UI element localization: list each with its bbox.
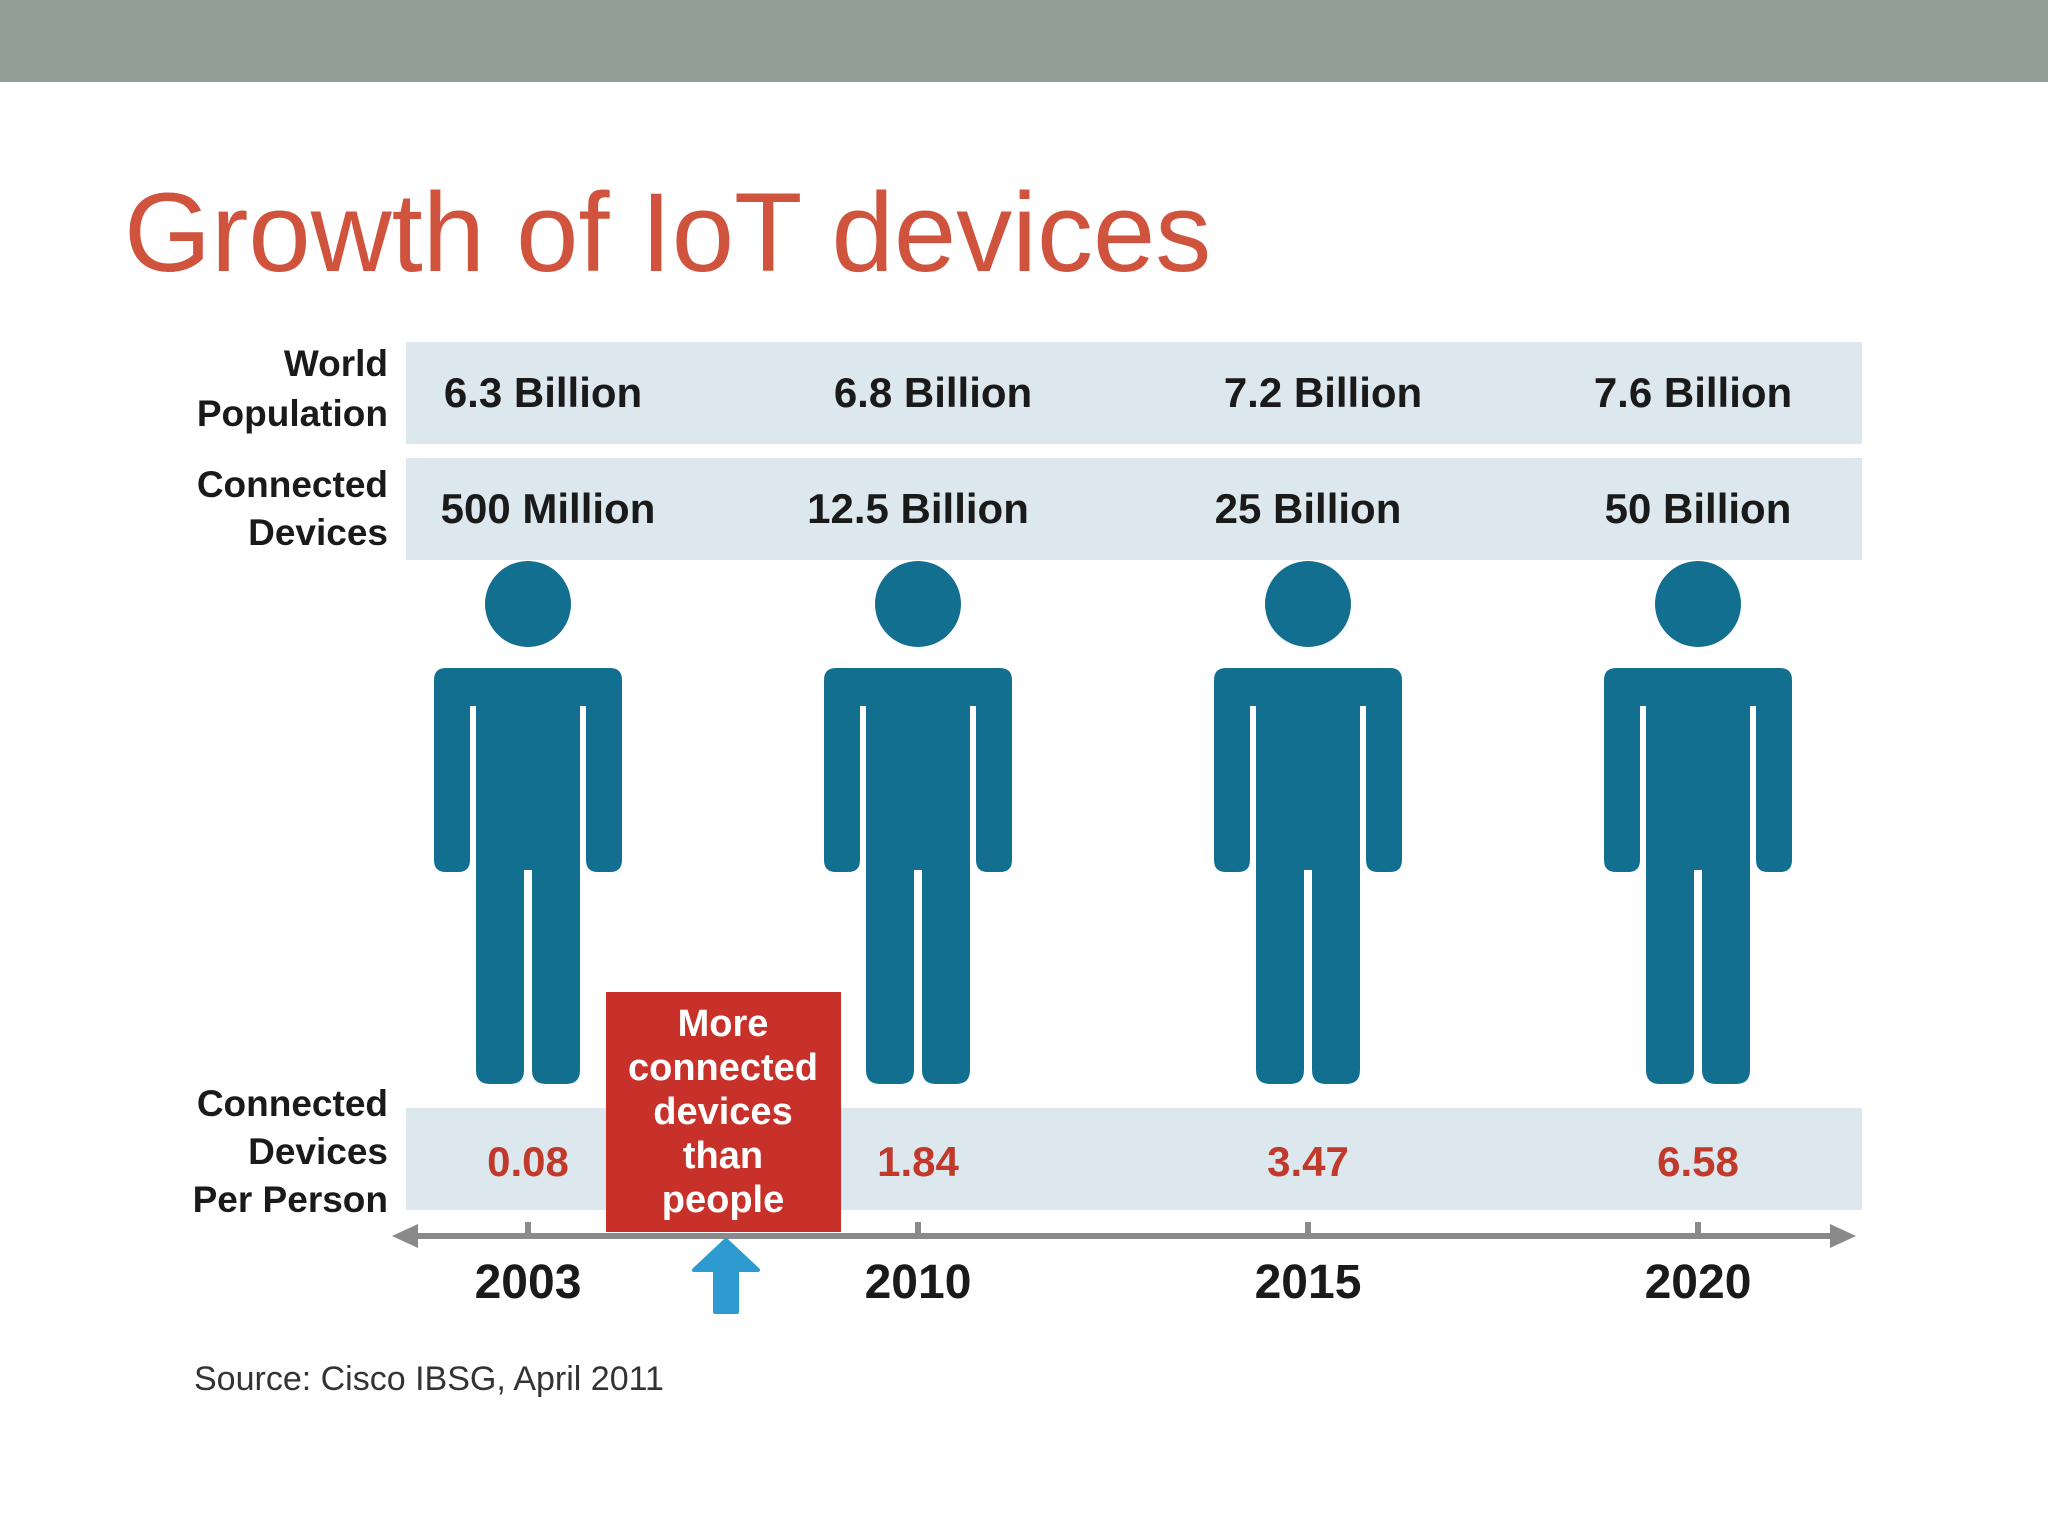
- devices-label: Devices: [248, 512, 388, 553]
- per-person-value: 1.84: [877, 1138, 959, 1185]
- devices-value: 12.5 Billion: [807, 485, 1029, 532]
- per-person-value: 3.47: [1267, 1138, 1349, 1185]
- devices-value: 25 Billion: [1215, 485, 1402, 532]
- callout-line: devices: [653, 1091, 792, 1133]
- callout-line: connected: [628, 1047, 818, 1089]
- per-person-value: 6.58: [1657, 1138, 1739, 1185]
- year-label: 2015: [1255, 1256, 1362, 1309]
- devices-label: Connected: [197, 464, 388, 505]
- device-values: 500 Million 12.5 Billion 25 Billion 50 Bill…: [441, 485, 1792, 532]
- devices-value: 500 Million: [441, 485, 656, 532]
- ratio-values: 0.08 1.84 3.47 6.58: [487, 1138, 1739, 1185]
- top-bar: [0, 0, 2048, 82]
- row-labels: World Population Connected Devices Connected…: [193, 343, 388, 1220]
- population-label: Population: [197, 393, 388, 434]
- person-icons: [434, 561, 1792, 1084]
- per-person-label: Per Person: [193, 1179, 388, 1220]
- devices-band: [406, 458, 1862, 560]
- year-labels: 2003 2010 2015 2020: [475, 1256, 1752, 1309]
- timeline-axis: [392, 1222, 1856, 1248]
- population-value: 6.3 Billion: [444, 369, 642, 416]
- axis-left-arrowhead: [392, 1224, 418, 1248]
- year-label: 2003: [475, 1256, 582, 1309]
- axis-right-arrowhead: [1830, 1224, 1856, 1248]
- arrow-up-icon: [692, 1238, 760, 1314]
- callout-box: [606, 992, 841, 1232]
- population-value: 6.8 Billion: [834, 369, 1032, 416]
- population-values: 6.3 Billion 6.8 Billion 7.2 Billion 7.6 Bil…: [444, 369, 1792, 416]
- population-value: 7.2 Billion: [1224, 369, 1422, 416]
- population-band: [406, 342, 1862, 444]
- person-icon: [1214, 561, 1402, 1084]
- source-note: Source: Cisco IBSG, April 2011: [194, 1360, 664, 1398]
- devices-value: 50 Billion: [1605, 485, 1792, 532]
- person-icon: [824, 561, 1012, 1084]
- slide-title: Growth of IoT devices: [124, 170, 1212, 295]
- person-icon: [1604, 561, 1792, 1084]
- callout-line: More: [678, 1003, 769, 1045]
- population-value: 7.6 Billion: [1594, 369, 1792, 416]
- per-person-label: Connected: [197, 1083, 388, 1124]
- year-label: 2010: [865, 1256, 972, 1309]
- population-label: World: [284, 343, 388, 384]
- per-person-label: Devices: [248, 1131, 388, 1172]
- callout-line: than: [683, 1135, 763, 1177]
- per-person-value: 0.08: [487, 1138, 569, 1185]
- person-icon: [434, 561, 622, 1084]
- callout-line: people: [662, 1179, 784, 1221]
- year-label: 2020: [1645, 1256, 1752, 1309]
